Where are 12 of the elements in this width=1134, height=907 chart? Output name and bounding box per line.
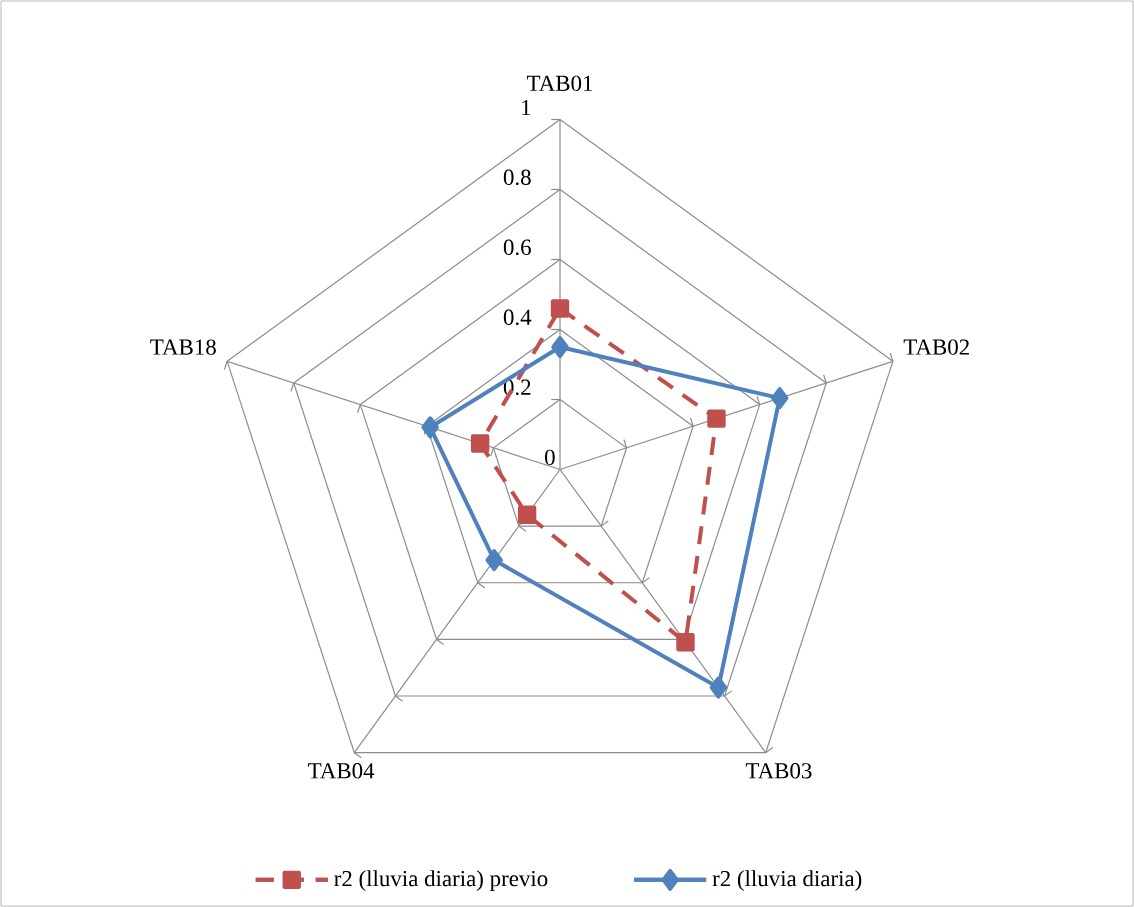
y-tick-label: 0	[545, 449, 555, 466]
y-tick-label: 0.4	[503, 309, 532, 326]
legend-label: r2 (lluvia diaria)	[712, 870, 862, 891]
spoke-label: TAB18	[150, 339, 216, 355]
y-tick-label: 0.8	[503, 169, 531, 186]
spoke-label: TAB03	[745, 763, 812, 779]
legend-label: r2 (lluvia diaria) previo	[334, 870, 548, 891]
y-tick-label: 0.6	[503, 239, 531, 256]
spoke-label: TAB02	[903, 339, 969, 355]
spoke-label: TAB04	[308, 763, 375, 779]
spoke-label: TAB01	[526, 75, 593, 92]
y-tick-label: 1	[522, 99, 531, 116]
